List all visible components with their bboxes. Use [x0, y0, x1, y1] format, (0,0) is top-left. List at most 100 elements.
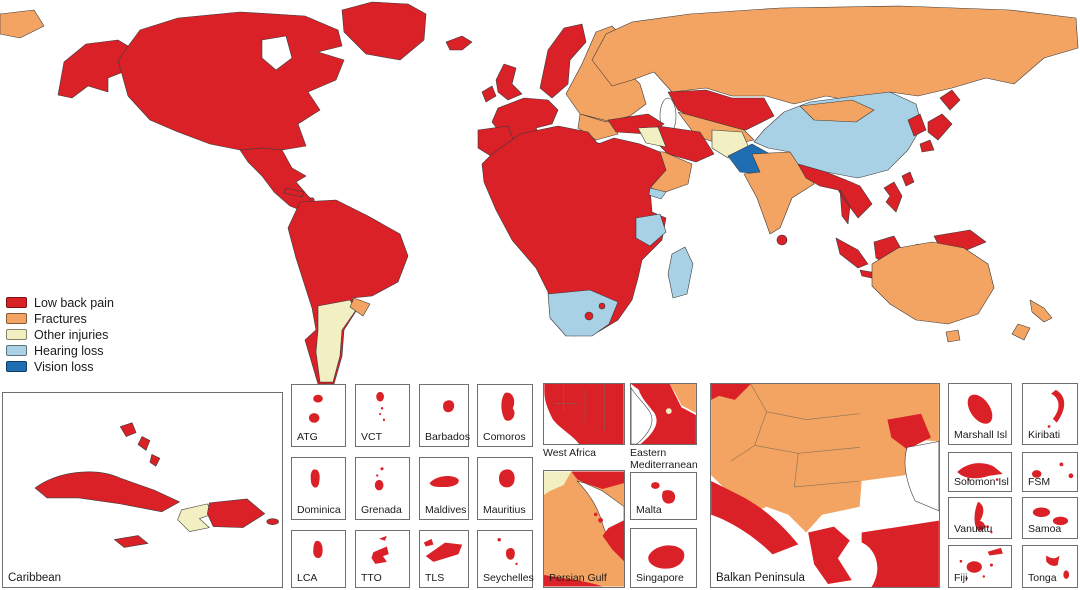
region-taiwan: [901, 171, 915, 187]
region-comoros: [501, 392, 515, 421]
inset-tto: TTO: [355, 530, 410, 588]
world-map: [0, 1, 1079, 385]
region-inset-cuba: [34, 471, 180, 513]
legend-label: Low back pain: [34, 295, 114, 310]
region-russia-wrap: [0, 9, 45, 39]
region-barbados: [443, 400, 455, 413]
inset-label-seychelles: Seychelles: [483, 572, 534, 584]
region-china: [753, 91, 923, 179]
legend-label: Other injuries: [34, 327, 109, 342]
inset-label-caribbean: Caribbean: [8, 572, 62, 584]
region-sri-lanka: [776, 234, 788, 246]
region-persian-gulf-east: [602, 520, 624, 562]
region-south-america: [287, 199, 409, 385]
inset-label-persian-gulf: Persian Gulf: [549, 572, 607, 584]
inset-tonga: Tonga: [1022, 545, 1078, 588]
inset-tls: TLS: [419, 530, 469, 588]
north-america: [57, 1, 427, 215]
inset-label-mauritius: Mauritius: [483, 504, 526, 516]
legend-label: Fractures: [34, 311, 87, 326]
region-tls: [423, 538, 463, 562]
inset-label-maldives: Maldives: [425, 504, 467, 516]
region-grenada: [374, 467, 384, 491]
oceania-group: [871, 241, 1053, 343]
region-atg: [308, 394, 323, 423]
inset-label-fsm: FSM: [1028, 476, 1051, 488]
inset-dominica: Dominica: [291, 457, 346, 520]
region-dominica: [310, 469, 320, 488]
inset-fsm: FSM: [1022, 452, 1078, 492]
legend-item: Low back pain: [6, 295, 114, 310]
region-ireland: [481, 85, 497, 103]
region-seychelles: [497, 537, 518, 565]
region-tonga: [1046, 555, 1070, 579]
map-legend: Low back pain Fractures Other injuries H…: [6, 296, 114, 376]
region-inset-puerto-rico: [266, 518, 279, 525]
region-scandinavia: [539, 23, 587, 99]
inset-label-tls: TLS: [425, 572, 445, 584]
inset-persian-gulf: Persian Gulf: [543, 470, 625, 588]
region-iceland: [445, 35, 473, 51]
black-sea: [904, 441, 939, 512]
region-africa: [481, 125, 667, 337]
region-singapore-island: [648, 545, 685, 569]
region-balkan-base: [711, 384, 939, 533]
region-eritrea: [648, 187, 667, 200]
region-vct: [376, 391, 386, 421]
inset-label-malta: Malta: [636, 504, 662, 516]
region-kenya: [635, 213, 667, 247]
inset-seychelles: Seychelles: [477, 530, 534, 588]
inset-label-solomon: Solomon Isl: [954, 476, 1009, 488]
region-balkan-greece: [808, 526, 852, 585]
inset-west-africa: [543, 383, 625, 445]
legend-item: Other injuries: [6, 327, 114, 342]
inset-mauritius: Mauritius: [477, 457, 533, 520]
inset-label-grenada: Grenada: [361, 504, 402, 516]
region-uruguay: [349, 297, 371, 317]
inset-vanuatu: Vanuatu: [948, 497, 1012, 539]
legend-swatch-hearing-loss: [6, 345, 27, 356]
inset-lca: LCA: [291, 530, 346, 588]
region-vanuatu: [974, 501, 993, 534]
region-iraq: [637, 126, 667, 148]
hudson-bay: [261, 35, 293, 71]
inset-label-eastern-mediterranean: Eastern Mediterranean: [630, 447, 698, 471]
region-greenland: [341, 1, 427, 61]
inset-malta: Malta: [630, 472, 697, 520]
inset-label-lca: LCA: [297, 572, 318, 584]
inset-atg: ATG: [291, 384, 346, 447]
region-korea: [907, 113, 927, 137]
inset-caribbean: Caribbean: [2, 392, 283, 588]
region-madagascar: [667, 246, 694, 299]
inset-label-tto: TTO: [361, 572, 382, 584]
region-lca: [313, 540, 323, 559]
legend-label: Hearing loss: [34, 343, 104, 358]
region-swaziland: [598, 302, 606, 310]
region-maldives: [429, 476, 459, 488]
region-tto: [371, 535, 389, 564]
region-east-med-spot: [665, 408, 672, 414]
region-philippines: [883, 181, 903, 213]
legend-item: Hearing loss: [6, 343, 114, 358]
inset-fiji: Fiji: [948, 545, 1012, 588]
region-balkan-moldova: [887, 413, 931, 450]
region-argentina: [315, 299, 357, 383]
inset-barbados: Barbados: [419, 384, 470, 447]
region-tasmania: [945, 329, 961, 343]
inset-label-singapore: Singapore: [636, 572, 684, 584]
inset-grenada: Grenada: [355, 457, 410, 520]
inset-label-dominica: Dominica: [297, 504, 341, 516]
region-persian-gulf-north: [571, 471, 624, 489]
inset-label-samoa: Samoa: [1028, 523, 1062, 535]
region-inset-jamaica: [113, 535, 149, 548]
region-balkan-italy: [711, 481, 799, 555]
region-inset-haiti: [177, 503, 214, 532]
inset-balkan: Balkan Peninsula: [710, 383, 940, 588]
inset-kiribati: Kiribati: [1022, 383, 1078, 445]
region-balkan-northwest: [711, 384, 751, 400]
region-solomon: [957, 463, 1003, 481]
legend-swatch-low-back-pain: [6, 297, 27, 308]
region-persian-gulf-south: [544, 574, 603, 587]
region-persian-gulf-qatar: [598, 517, 604, 523]
